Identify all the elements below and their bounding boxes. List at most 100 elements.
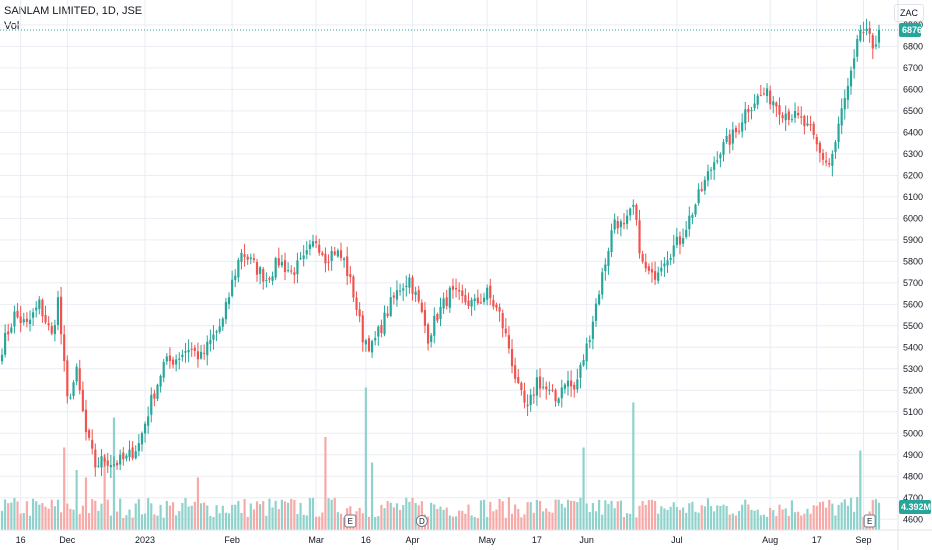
volume-bar — [16, 501, 19, 530]
candle-body — [423, 310, 427, 326]
volume-bar — [728, 514, 731, 530]
earnings-marker[interactable]: E — [344, 514, 357, 528]
candle — [249, 253, 252, 265]
volume-bar — [598, 499, 601, 530]
candle-body — [327, 261, 330, 263]
candle — [560, 379, 563, 408]
candle — [274, 256, 277, 281]
candle — [769, 85, 772, 110]
candle-body — [25, 318, 28, 322]
price-tick-label: 5100 — [903, 407, 923, 417]
candle — [32, 308, 35, 327]
candle — [423, 301, 427, 334]
volume-bar — [647, 500, 650, 530]
volume-bar — [610, 500, 613, 530]
candle — [672, 234, 675, 264]
volume-bar — [461, 510, 464, 530]
volume-bar — [280, 499, 283, 530]
candle-body — [653, 271, 657, 280]
candle-body — [128, 449, 131, 457]
candle-body — [140, 433, 144, 445]
candle — [7, 323, 10, 342]
volume-bar — [131, 517, 134, 530]
candle-body — [87, 430, 91, 438]
candle-body — [825, 160, 828, 163]
candle — [865, 18, 868, 36]
time-tick-label: Apr — [406, 535, 420, 545]
candle-body — [436, 313, 439, 321]
volume-bar — [514, 504, 517, 530]
volume-bar — [112, 417, 116, 530]
price-tick-label: 5500 — [903, 321, 923, 331]
candle — [103, 454, 106, 467]
volume-bar — [750, 509, 753, 530]
candle — [825, 151, 828, 167]
volume-bar — [296, 514, 299, 530]
earnings-marker[interactable]: E — [863, 514, 876, 528]
volume-bar — [106, 499, 109, 530]
volume-bar — [548, 511, 551, 530]
candle-body — [199, 351, 203, 359]
volume-bar — [103, 455, 106, 530]
volume-bar — [358, 507, 361, 530]
candle-body — [660, 267, 663, 272]
candle — [296, 252, 299, 284]
candle-body — [734, 127, 738, 133]
candle-body — [336, 250, 339, 257]
candle-body — [262, 269, 265, 282]
volume-bar — [69, 508, 72, 530]
volume-bar — [607, 504, 610, 530]
volume-bar — [793, 512, 797, 530]
candle — [287, 262, 290, 273]
candle — [330, 246, 333, 271]
volume-bar — [262, 501, 265, 530]
candle — [283, 252, 287, 281]
symbol-title[interactable]: SANLAM LIMITED, 1D, JSE — [4, 5, 143, 17]
currency-button[interactable]: ZAC — [894, 4, 924, 22]
dividend-marker[interactable]: D — [415, 515, 428, 527]
volume-bar — [330, 499, 333, 530]
volume-bar — [622, 517, 626, 530]
candle-body — [495, 304, 498, 308]
price-tick-label: 5700 — [903, 278, 923, 288]
volume-bar — [697, 512, 700, 530]
candle — [231, 270, 234, 298]
candle — [280, 254, 283, 268]
candle-body — [380, 325, 383, 334]
candle-body — [84, 409, 88, 433]
price-tick-label: 6500 — [903, 106, 923, 116]
volume-bar — [638, 505, 641, 530]
candle-body — [131, 447, 134, 459]
volume-bar — [237, 500, 240, 530]
volume-bar — [206, 505, 209, 530]
candle — [196, 342, 200, 368]
candle — [709, 166, 713, 180]
price-tick-label: 6000 — [903, 213, 923, 223]
volume-bar — [716, 505, 719, 530]
volume-bar — [134, 503, 137, 530]
candle-body — [414, 291, 417, 295]
candle-body — [545, 386, 548, 390]
candle-body — [747, 108, 750, 113]
candle — [69, 393, 72, 400]
price-tick-label: 6700 — [903, 63, 923, 73]
volume-label[interactable]: Vol — [4, 20, 20, 32]
volume-bar — [153, 514, 156, 530]
candle-body — [846, 85, 849, 100]
candle — [607, 247, 610, 275]
candle-body — [678, 236, 682, 245]
volume-bar — [828, 499, 831, 530]
volume-bar — [492, 511, 495, 530]
candle-body — [797, 112, 800, 116]
volume-bar — [268, 498, 271, 530]
volume-bar — [125, 515, 128, 530]
candle — [243, 243, 246, 267]
candle-body — [461, 290, 464, 297]
candle-body — [53, 324, 56, 335]
volume-bar — [377, 516, 380, 530]
candle — [759, 84, 762, 97]
candle — [370, 339, 374, 358]
candle — [299, 251, 302, 260]
candle — [451, 278, 455, 299]
